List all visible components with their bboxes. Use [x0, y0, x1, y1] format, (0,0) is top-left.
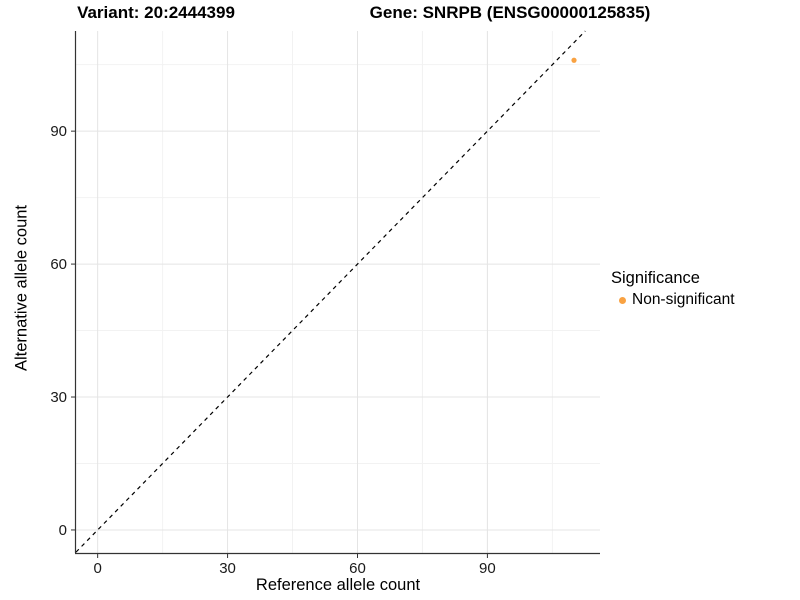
legend: Significance Non-significant: [611, 268, 735, 309]
x-tick-label: 60: [349, 560, 366, 577]
x-tick-label: 30: [219, 560, 236, 577]
x-tick-label: 0: [93, 560, 101, 577]
legend-item-label: Non-significant: [632, 291, 735, 308]
y-tick-label: 30: [50, 389, 67, 406]
y-tick-label: 0: [59, 522, 67, 539]
legend-title: Significance: [611, 269, 700, 287]
identity-line: [75, 30, 586, 553]
y-axis-title: Alternative allele count: [12, 204, 31, 372]
legend-item-non-significant: Non-significant: [619, 291, 735, 309]
y-tick-label: 60: [50, 256, 67, 273]
legend-point-icon: [619, 296, 626, 304]
plot-title-gene: Gene: SNRPB (ENSG00000125835): [369, 3, 651, 22]
x-axis-title: Reference allele count: [255, 576, 421, 594]
y-tick-label: 90: [50, 123, 67, 140]
plot-title-variant: Variant: 20:2444399: [77, 3, 235, 22]
data-point: [571, 57, 577, 63]
x-tick-label: 90: [479, 560, 496, 577]
